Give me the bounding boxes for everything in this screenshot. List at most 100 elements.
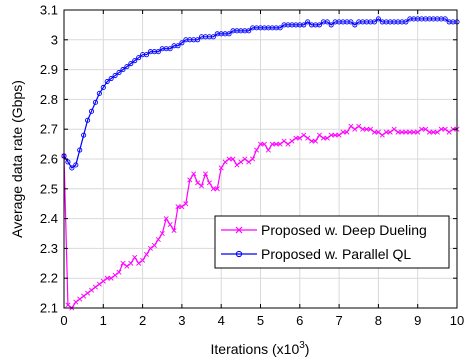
y-tick-label: 2.8: [40, 92, 58, 107]
data-point-deep-dueling: [309, 138, 315, 144]
data-point-parallel-ql: [179, 40, 185, 46]
data-point-parallel-ql: [301, 22, 307, 28]
data-point-parallel-ql: [69, 165, 75, 171]
data-point-deep-dueling: [352, 126, 358, 132]
data-point-deep-dueling: [328, 132, 334, 138]
data-point-deep-dueling: [368, 126, 374, 132]
y-tick-label: 2.1: [40, 301, 58, 316]
data-point-deep-dueling: [195, 180, 201, 186]
data-point-deep-dueling: [289, 138, 295, 144]
data-point-deep-dueling: [356, 123, 362, 129]
data-point-parallel-ql: [100, 84, 106, 91]
data-point-deep-dueling: [383, 129, 389, 135]
data-point-deep-dueling: [434, 129, 440, 135]
x-tick-label: 7: [335, 313, 342, 328]
y-axis-title: Average data rate (Gbps): [9, 80, 25, 238]
data-point-deep-dueling: [175, 204, 181, 210]
data-point-parallel-ql: [92, 99, 98, 105]
data-point-deep-dueling: [88, 287, 95, 293]
x-tick-label: 8: [375, 313, 382, 328]
x-tick-label: 5: [257, 313, 264, 328]
data-point-deep-dueling: [411, 129, 417, 135]
data-point-deep-dueling: [104, 275, 110, 281]
data-point-deep-dueling: [167, 222, 173, 228]
x-axis-title-superscript: 3: [299, 340, 305, 351]
y-tick-label: 2.5: [40, 181, 58, 196]
data-point-parallel-ql: [375, 16, 381, 22]
data-point-deep-dueling: [147, 245, 153, 251]
data-point-deep-dueling: [277, 141, 283, 147]
data-point-deep-dueling: [226, 156, 232, 162]
data-point-deep-dueling: [124, 263, 130, 269]
data-point-deep-dueling: [305, 135, 311, 141]
data-point-deep-dueling: [179, 204, 185, 210]
data-point-deep-dueling: [387, 129, 393, 135]
data-point-deep-dueling: [430, 129, 436, 135]
data-point-deep-dueling: [171, 228, 177, 234]
data-point-parallel-ql: [324, 19, 330, 25]
data-point-deep-dueling: [285, 141, 291, 147]
data-point-deep-dueling: [199, 183, 205, 189]
data-point-deep-dueling: [423, 126, 429, 132]
data-point-deep-dueling: [65, 302, 71, 308]
x-tick-label: 10: [450, 313, 464, 328]
data-point-deep-dueling: [250, 156, 256, 162]
y-tick-label: 2.4: [40, 211, 58, 226]
data-point-parallel-ql: [112, 73, 118, 79]
data-point-deep-dueling: [234, 162, 240, 168]
data-point-deep-dueling: [273, 141, 279, 147]
data-point-deep-dueling: [257, 141, 264, 147]
x-tick-labels: 0 1 2 3 4 5 6 7 8 9 10: [60, 313, 464, 328]
data-point-deep-dueling: [246, 159, 252, 165]
legend-label-parallel-ql: Proposed w. Parallel QL: [261, 246, 411, 262]
data-point-deep-dueling: [187, 177, 193, 183]
data-point-deep-dueling: [360, 126, 366, 132]
data-point-deep-dueling: [261, 141, 267, 147]
y-tick-label: 2.7: [40, 122, 58, 137]
data-point-deep-dueling: [222, 159, 228, 165]
tick-marks: [63, 9, 458, 309]
data-point-parallel-ql: [210, 34, 216, 40]
data-point-deep-dueling: [336, 132, 342, 138]
legend-marker-parallel-ql: [235, 250, 243, 258]
x-tick-label: 4: [218, 313, 225, 328]
legend-marker-deep-dueling: [235, 226, 243, 234]
series-layer: [61, 16, 460, 311]
data-point-parallel-ql: [328, 22, 334, 28]
data-point-deep-dueling: [183, 201, 189, 207]
data-point-parallel-ql: [65, 159, 71, 165]
y-tick-label: 3: [51, 32, 58, 47]
data-point-deep-dueling: [281, 138, 287, 144]
data-point-deep-dueling: [395, 129, 401, 135]
data-point-deep-dueling: [391, 126, 397, 132]
data-point-deep-dueling: [136, 260, 142, 266]
data-point-parallel-ql: [305, 19, 311, 25]
legend-entry-parallel-ql: Proposed w. Parallel QL: [221, 246, 411, 262]
data-point-deep-dueling: [348, 123, 354, 129]
data-point-deep-dueling: [375, 129, 381, 135]
data-point-parallel-ql: [108, 75, 114, 82]
data-point-deep-dueling: [265, 147, 271, 153]
data-point-deep-dueling: [238, 159, 244, 165]
data-point-deep-dueling: [191, 171, 197, 177]
x-tick-label: 0: [60, 313, 67, 328]
x-tick-label: 1: [100, 313, 107, 328]
data-point-deep-dueling: [269, 141, 275, 147]
data-point-parallel-ql: [403, 19, 409, 25]
data-point-deep-dueling: [293, 135, 299, 141]
data-point-parallel-ql: [195, 37, 201, 43]
data-point-deep-dueling: [140, 257, 146, 263]
data-point-deep-dueling: [159, 230, 165, 237]
data-point-parallel-ql: [316, 22, 323, 28]
y-tick-label: 2.3: [40, 241, 58, 256]
data-point-deep-dueling: [163, 216, 169, 222]
data-point-parallel-ql: [73, 162, 79, 168]
data-point-parallel-ql: [352, 22, 358, 28]
data-point-parallel-ql: [132, 58, 138, 64]
data-point-parallel-ql: [85, 117, 91, 123]
data-point-deep-dueling: [128, 260, 134, 266]
data-point-deep-dueling: [218, 165, 224, 171]
y-tick-labels: 2.1 2.2 2.3 2.4 2.5 2.6 2.7 2.8 2.9 3 3.1: [40, 3, 58, 316]
data-point-deep-dueling: [316, 132, 322, 138]
data-point-deep-dueling: [371, 129, 377, 135]
